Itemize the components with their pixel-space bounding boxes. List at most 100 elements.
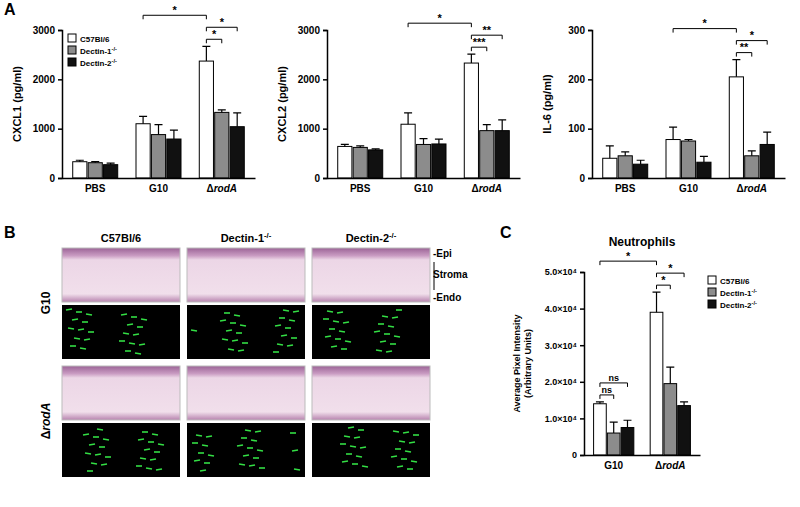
- text-part: rodA: [479, 183, 502, 194]
- y-tick-label: 3000: [33, 25, 56, 36]
- text-part: G10: [604, 460, 623, 471]
- micrograph-texture: [84, 339, 90, 340]
- bar: [230, 127, 244, 178]
- micrograph-texture: [283, 310, 289, 311]
- error-bar: [233, 113, 241, 127]
- legend-swatch: [68, 34, 76, 42]
- legend-label: C57Bl/6: [720, 277, 750, 286]
- micrograph-texture: [226, 330, 232, 331]
- significance-bracket: [471, 47, 486, 51]
- micrograph-texture: [390, 343, 396, 345]
- panel-label: C: [500, 224, 512, 241]
- bar: [650, 312, 663, 455]
- micrograph-texture: [222, 339, 228, 340]
- micrograph-texture: [348, 427, 354, 428]
- significance-bracket: [657, 273, 685, 277]
- y-tick: 2.0×10⁴: [545, 377, 584, 387]
- micrograph-texture: [405, 451, 411, 452]
- x-axis-line: [328, 178, 521, 180]
- y-tick-mark: [323, 79, 327, 81]
- y-tick-label: 200: [568, 74, 585, 85]
- x-tick: G10: [149, 178, 168, 194]
- micrograph-texture: [277, 344, 283, 345]
- bar: [464, 63, 478, 178]
- panel-label: A: [4, 1, 16, 18]
- x-tick-label: PBS: [350, 183, 371, 194]
- y-tick: 1.0×10⁴: [545, 414, 584, 424]
- error-bar: [498, 120, 506, 131]
- significance-bracket: [600, 395, 614, 399]
- legend-label: Dectin-1-/-: [720, 288, 757, 298]
- text-part: G10: [679, 183, 698, 194]
- micrograph-texture: [343, 322, 349, 323]
- micrograph-texture: [391, 456, 397, 457]
- error-bar: [372, 148, 380, 150]
- micrograph-texture: [156, 469, 162, 470]
- significance-label: *: [668, 262, 673, 274]
- micrograph-texture: [325, 336, 331, 337]
- micrograph-texture: [291, 337, 297, 339]
- bar: [136, 124, 150, 178]
- significance-label: *: [661, 274, 666, 286]
- y-tick-label: 100: [568, 123, 585, 134]
- micrograph-texture: [384, 333, 390, 335]
- significance-bracket: [673, 29, 736, 33]
- legend: C57Bl/6Dectin-1-/-Dectin-2-/-: [68, 34, 117, 68]
- micrograph-texture: [232, 340, 238, 341]
- y-tick-mark: [588, 79, 592, 81]
- y-tick: 300: [568, 25, 592, 36]
- micrograph-texture: [239, 464, 245, 465]
- y-tick: 3.0×10⁴: [545, 341, 584, 351]
- panel-label: B: [4, 224, 16, 241]
- error-bar: [420, 139, 428, 145]
- y-axis-line: [323, 31, 328, 179]
- he-image: [62, 366, 180, 420]
- x-tick: G10: [679, 178, 698, 194]
- text-part: C57Bl/6: [720, 277, 750, 286]
- error-bar: [139, 116, 147, 123]
- micrograph-texture: [395, 448, 401, 450]
- micrograph-texture: [245, 430, 251, 431]
- bar: [666, 140, 680, 178]
- text-part: Dectin-1: [80, 47, 112, 56]
- micrograph-texture: [259, 467, 265, 469]
- y-tick-label: 2000: [298, 74, 321, 85]
- micrograph-texture: [251, 440, 257, 441]
- y-axis-title: Average Pixel Intensity: [512, 314, 522, 412]
- significance-label: *: [173, 4, 178, 16]
- error-bar: [467, 54, 475, 63]
- y-tick-label: 300: [568, 25, 585, 36]
- micrograph-texture: [194, 460, 200, 461]
- error-bar: [218, 110, 226, 112]
- micrograph-texture: [150, 459, 156, 460]
- bar: [594, 404, 607, 455]
- micrograph-texture: [356, 456, 362, 457]
- plot-marks: [73, 46, 245, 178]
- micrograph-texture: [154, 451, 160, 453]
- y-tick-mark: [323, 178, 327, 180]
- row-label: G10: [39, 291, 53, 314]
- bar: [729, 77, 743, 178]
- chart: 0100020003000PBSG10ΔrodACXCL1 (pg/ml)***…: [11, 4, 256, 194]
- text-part: PBS: [615, 183, 636, 194]
- micrograph-texture: [292, 450, 298, 451]
- micrograph-texture: [74, 338, 80, 339]
- micrograph-texture: [141, 319, 147, 320]
- plot-marks: [603, 60, 775, 178]
- bar: [353, 147, 367, 178]
- text-part: G10: [39, 291, 53, 314]
- error-bar: [669, 127, 677, 139]
- micrograph-texture: [228, 349, 234, 350]
- micrograph-texture: [392, 317, 398, 318]
- legend-label: Dectin-2-/-: [720, 300, 757, 310]
- y-tick-label: 1000: [33, 123, 56, 134]
- text-part: C57Bl/6: [80, 35, 110, 44]
- x-axis: PBSG10ΔrodA: [63, 178, 256, 194]
- x-axis-line: [63, 178, 256, 180]
- error-bar: [700, 156, 708, 162]
- fluorescence-image: [312, 423, 430, 477]
- micrograph-texture: [83, 434, 89, 435]
- micrograph-panel: C57Bl/6Dectin-1-/-Dectin-2-/-G10ΔrodA-Ep…: [39, 231, 468, 478]
- x-tick: ΔrodA: [472, 178, 503, 194]
- significance-label: ns: [608, 373, 619, 383]
